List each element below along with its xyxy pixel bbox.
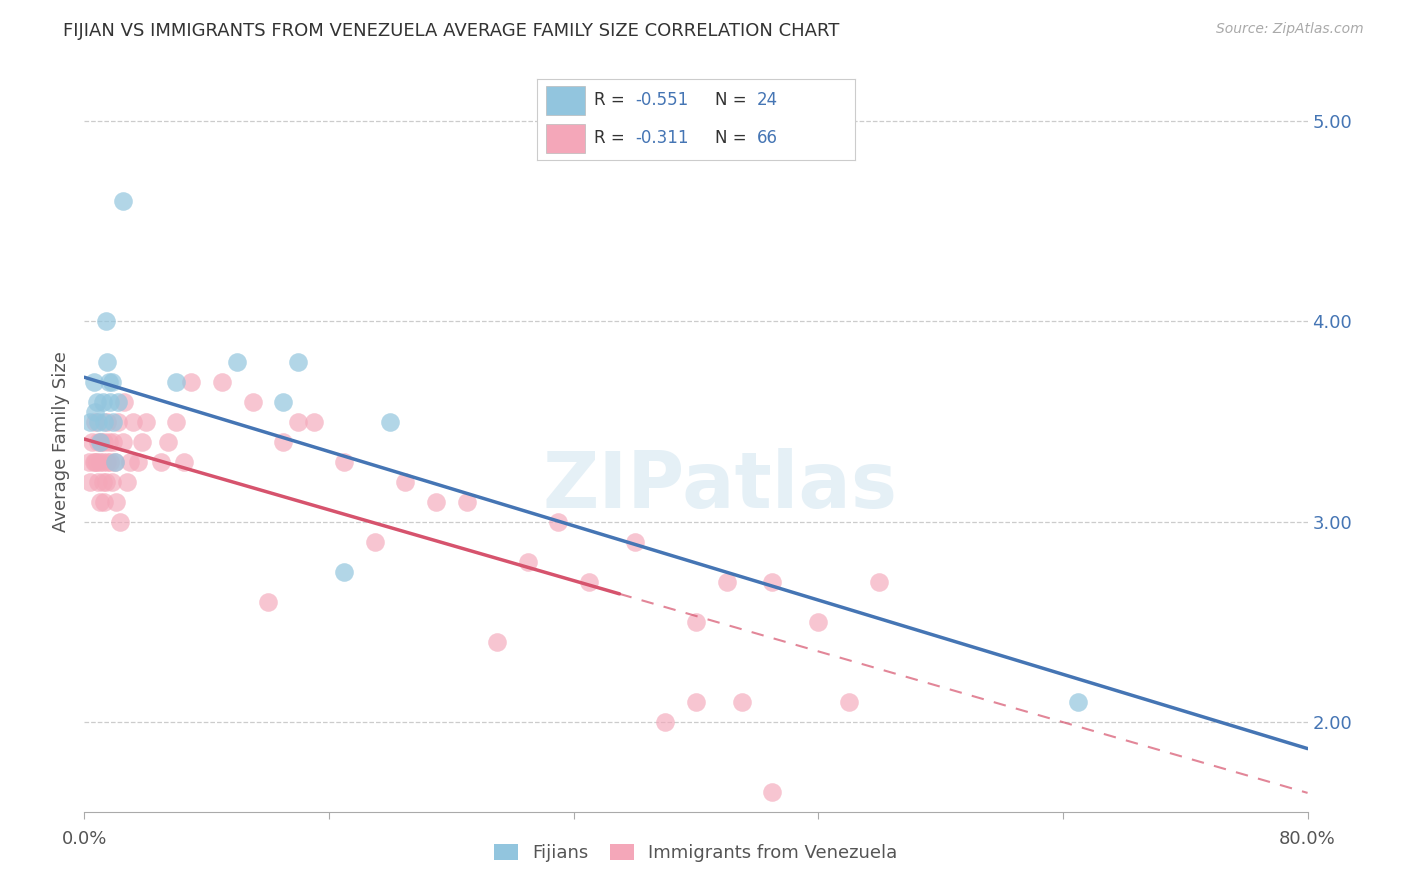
Point [104, 454, 127, 468]
Point [112, 394, 135, 409]
Point [287, 354, 309, 368]
Point [807, 615, 830, 629]
Point [761, 574, 783, 589]
Point [89, 454, 111, 468]
Point [87, 415, 110, 429]
Text: ZIPatlas: ZIPatlas [543, 448, 898, 524]
Point [83, 375, 105, 389]
Point [180, 375, 202, 389]
Point [394, 475, 416, 489]
Text: FIJIAN VS IMMIGRANTS FROM VENEZUELA AVERAGE FAMILY SIZE CORRELATION CHART: FIJIAN VS IMMIGRANTS FROM VENEZUELA AVER… [63, 22, 839, 40]
Point [120, 454, 142, 468]
Point [97, 375, 120, 389]
Point [87, 475, 110, 489]
Point [84, 415, 107, 429]
Point [101, 375, 124, 389]
Point [257, 594, 280, 608]
Point [716, 574, 738, 589]
Point [91, 454, 114, 468]
Point [516, 555, 538, 569]
Point [91, 394, 114, 409]
Point [111, 194, 134, 209]
Point [761, 785, 783, 799]
Point [94, 314, 117, 328]
Point [79, 475, 101, 489]
Point [79, 415, 101, 429]
Point [89, 434, 111, 449]
Point [93, 434, 115, 449]
Point [86, 394, 108, 409]
Point [302, 415, 325, 429]
Point [1067, 695, 1090, 709]
Point [87, 434, 110, 449]
Point [77, 454, 100, 468]
Point [456, 494, 478, 508]
Point [211, 375, 233, 389]
Point [425, 494, 447, 508]
Point [685, 695, 707, 709]
Point [115, 475, 138, 489]
Y-axis label: Average Family Size: Average Family Size [52, 351, 70, 532]
Point [149, 454, 172, 468]
Point [84, 454, 107, 468]
Point [122, 415, 145, 429]
Point [86, 454, 108, 468]
Point [271, 394, 294, 409]
Point [105, 494, 128, 508]
Point [364, 534, 387, 549]
Point [96, 454, 118, 468]
Point [486, 634, 509, 648]
Point [242, 394, 264, 409]
Point [96, 415, 118, 429]
Point [90, 434, 112, 449]
Point [93, 415, 115, 429]
Point [103, 415, 125, 429]
Point [96, 354, 118, 368]
Point [98, 394, 121, 409]
Point [380, 415, 402, 429]
Point [94, 475, 117, 489]
Point [578, 574, 600, 589]
Point [287, 415, 309, 429]
Point [157, 434, 180, 449]
Point [108, 515, 131, 529]
Point [165, 375, 187, 389]
Point [111, 434, 134, 449]
Point [89, 494, 111, 508]
Point [226, 354, 249, 368]
Point [333, 454, 356, 468]
Point [624, 534, 647, 549]
Point [333, 565, 356, 579]
Point [869, 574, 891, 589]
Point [127, 454, 149, 468]
Point [131, 434, 153, 449]
Legend: Fijians, Immigrants from Venezuela: Fijians, Immigrants from Venezuela [488, 837, 904, 870]
Point [685, 615, 707, 629]
Point [84, 404, 107, 418]
Point [654, 714, 676, 729]
Point [101, 475, 124, 489]
Point [173, 454, 195, 468]
Point [104, 454, 127, 468]
Point [838, 695, 860, 709]
Point [98, 454, 121, 468]
Point [547, 515, 569, 529]
Point [731, 695, 754, 709]
Point [165, 415, 187, 429]
Point [93, 494, 115, 508]
Point [135, 415, 157, 429]
Point [83, 454, 105, 468]
Point [107, 415, 129, 429]
Point [80, 434, 103, 449]
Point [103, 434, 125, 449]
Point [107, 394, 129, 409]
Text: Source: ZipAtlas.com: Source: ZipAtlas.com [1216, 22, 1364, 37]
Point [91, 475, 114, 489]
Point [97, 434, 120, 449]
Point [271, 434, 294, 449]
